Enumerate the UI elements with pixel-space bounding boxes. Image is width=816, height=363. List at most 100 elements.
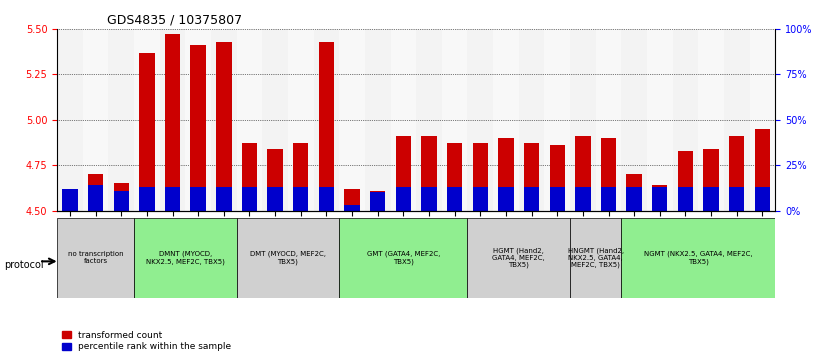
Bar <box>472 143 488 211</box>
FancyBboxPatch shape <box>468 218 570 298</box>
Bar <box>396 136 411 211</box>
Bar <box>190 187 206 211</box>
Bar <box>339 29 365 211</box>
Text: HGMT (Hand2,
GATA4, MEF2C,
TBX5): HGMT (Hand2, GATA4, MEF2C, TBX5) <box>492 247 545 268</box>
Bar <box>729 136 744 211</box>
Bar <box>621 29 647 211</box>
Bar <box>416 29 441 211</box>
Text: GDS4835 / 10375807: GDS4835 / 10375807 <box>108 13 242 26</box>
Bar <box>652 187 667 211</box>
Bar <box>596 29 621 211</box>
Bar <box>391 29 416 211</box>
FancyBboxPatch shape <box>570 218 621 298</box>
Text: protocol: protocol <box>4 260 44 270</box>
Bar <box>524 143 539 211</box>
Bar <box>262 29 288 211</box>
Bar <box>319 187 334 211</box>
Bar <box>370 191 385 211</box>
Bar <box>160 29 185 211</box>
Bar <box>698 29 724 211</box>
Bar <box>678 187 693 211</box>
Bar <box>365 29 391 211</box>
Bar <box>575 136 591 211</box>
Bar <box>216 42 232 211</box>
Bar <box>724 29 750 211</box>
Bar <box>268 187 283 211</box>
Bar <box>627 187 642 211</box>
Bar <box>703 149 719 211</box>
Bar <box>447 187 463 211</box>
Bar <box>421 136 437 211</box>
Bar <box>652 185 667 211</box>
Bar <box>62 189 78 211</box>
Bar <box>627 174 642 211</box>
Bar <box>288 29 313 211</box>
Text: DMNT (MYOCD,
NKX2.5, MEF2C, TBX5): DMNT (MYOCD, NKX2.5, MEF2C, TBX5) <box>146 251 224 265</box>
FancyBboxPatch shape <box>57 218 134 298</box>
Bar <box>242 143 257 211</box>
Bar <box>134 29 160 211</box>
Bar <box>140 53 154 211</box>
Text: HNGMT (Hand2,
NKX2.5, GATA4,
MEF2C, TBX5): HNGMT (Hand2, NKX2.5, GATA4, MEF2C, TBX5… <box>568 247 623 268</box>
Bar <box>421 187 437 211</box>
Bar <box>468 29 493 211</box>
Text: GMT (GATA4, MEF2C,
TBX5): GMT (GATA4, MEF2C, TBX5) <box>366 251 440 265</box>
Bar <box>678 151 693 211</box>
Bar <box>88 174 104 211</box>
Bar <box>237 29 262 211</box>
Bar <box>447 143 463 211</box>
Bar <box>755 187 770 211</box>
FancyBboxPatch shape <box>134 218 237 298</box>
Bar <box>62 189 78 211</box>
Bar <box>493 29 519 211</box>
Bar <box>549 145 565 211</box>
Bar <box>242 187 257 211</box>
Bar <box>216 187 232 211</box>
Bar <box>344 205 360 211</box>
Bar <box>441 29 468 211</box>
Bar <box>703 187 719 211</box>
Text: DMT (MYOCD, MEF2C,
TBX5): DMT (MYOCD, MEF2C, TBX5) <box>250 251 326 265</box>
Bar <box>268 149 283 211</box>
Bar <box>575 187 591 211</box>
Bar <box>647 29 672 211</box>
Bar <box>140 187 154 211</box>
Bar <box>601 138 616 211</box>
Bar <box>113 191 129 211</box>
Bar <box>519 29 544 211</box>
Bar <box>113 183 129 211</box>
Bar <box>190 45 206 211</box>
Bar <box>570 29 596 211</box>
Bar <box>293 187 308 211</box>
Bar <box>319 42 334 211</box>
Bar <box>165 187 180 211</box>
Bar <box>185 29 211 211</box>
FancyBboxPatch shape <box>621 218 775 298</box>
Bar <box>472 187 488 211</box>
Bar <box>344 189 360 211</box>
Bar <box>211 29 237 211</box>
Bar <box>82 29 109 211</box>
Bar <box>549 187 565 211</box>
Bar <box>755 129 770 211</box>
Bar <box>293 143 308 211</box>
Bar <box>109 29 134 211</box>
Bar <box>672 29 698 211</box>
Text: NGMT (NKX2.5, GATA4, MEF2C,
TBX5): NGMT (NKX2.5, GATA4, MEF2C, TBX5) <box>644 251 752 265</box>
Legend: transformed count, percentile rank within the sample: transformed count, percentile rank withi… <box>62 331 231 351</box>
Bar <box>524 187 539 211</box>
FancyBboxPatch shape <box>339 218 468 298</box>
Bar <box>57 29 82 211</box>
Bar <box>499 138 513 211</box>
Bar <box>88 185 104 211</box>
Bar <box>313 29 339 211</box>
Bar <box>370 192 385 211</box>
Text: no transcription
factors: no transcription factors <box>68 251 123 264</box>
Bar <box>165 34 180 211</box>
Bar <box>729 187 744 211</box>
FancyBboxPatch shape <box>237 218 339 298</box>
Bar <box>499 187 513 211</box>
Bar <box>544 29 570 211</box>
Bar <box>750 29 775 211</box>
Bar <box>396 187 411 211</box>
